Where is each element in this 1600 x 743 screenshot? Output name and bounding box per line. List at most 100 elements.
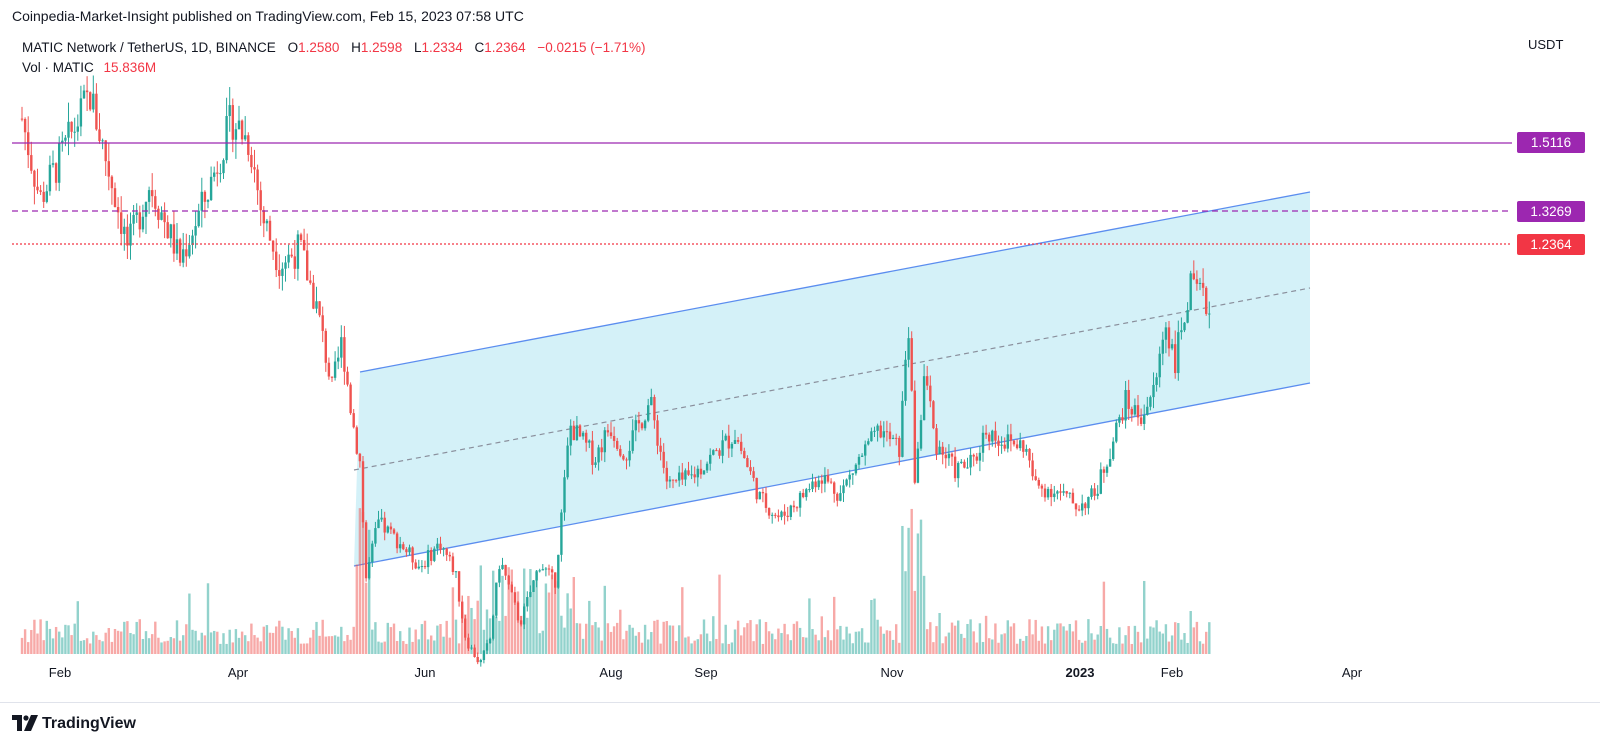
- volume-bar: [578, 623, 582, 654]
- candle-body: [913, 390, 916, 483]
- volume-bar: [944, 636, 947, 654]
- volume-bar: [544, 583, 548, 654]
- candle-body: [225, 116, 228, 161]
- candle-body: [85, 90, 89, 93]
- candle-body: [616, 440, 619, 449]
- candle-body: [352, 413, 355, 428]
- channel-upper-line: [359, 191, 1311, 373]
- candle-body: [922, 376, 926, 421]
- candle-body: [488, 638, 492, 644]
- candle-body: [978, 452, 982, 461]
- candle-body: [281, 268, 284, 276]
- volume-bar: [1012, 623, 1016, 654]
- time-tick-label: Apr: [228, 665, 249, 680]
- volume-bar: [529, 569, 532, 654]
- candle-body: [361, 461, 365, 523]
- volume-bar: [953, 625, 957, 654]
- candle-body: [687, 470, 690, 475]
- volume-bar: [101, 641, 104, 654]
- volume-bar: [352, 626, 355, 654]
- candle-body: [262, 210, 265, 224]
- candle-body: [560, 512, 563, 555]
- candle-body: [603, 430, 606, 453]
- candle-body: [175, 239, 179, 254]
- candle-body: [442, 548, 445, 550]
- volume-bar: [113, 628, 117, 654]
- volume-bar: [467, 595, 470, 654]
- candle-body: [591, 440, 594, 465]
- volume-bar: [306, 643, 309, 654]
- volume-bar: [197, 640, 200, 654]
- volume-bar: [473, 619, 476, 654]
- volume-bar: [54, 626, 58, 654]
- volume-bar: [609, 631, 613, 654]
- volume-bar: [702, 619, 706, 654]
- volume-bar: [795, 621, 799, 654]
- candle-body: [938, 446, 941, 455]
- volume-bar: [864, 642, 867, 654]
- candle-body: [157, 208, 160, 220]
- volume-bar: [355, 564, 358, 654]
- candle-body: [1040, 485, 1044, 489]
- candle-body: [1025, 448, 1028, 452]
- volume-bar: [560, 615, 563, 654]
- volume-bar: [1136, 631, 1140, 654]
- volume-bar: [619, 609, 622, 654]
- volume-bar: [135, 621, 138, 654]
- volume-bar: [969, 619, 972, 654]
- candle-body: [250, 154, 253, 168]
- volume-bar: [240, 631, 244, 654]
- volume-bar: [535, 570, 538, 654]
- volume-bar: [107, 628, 110, 654]
- candle-body: [997, 440, 1000, 446]
- tradingview-brand[interactable]: TradingView: [42, 715, 136, 732]
- volume-bar: [346, 634, 349, 654]
- volume-bar: [1019, 638, 1022, 654]
- candle-body: [355, 427, 358, 454]
- candle-body: [588, 440, 591, 443]
- volume-bar: [647, 639, 650, 654]
- candle-body: [20, 118, 24, 120]
- candle-body: [885, 431, 889, 433]
- candlesticks: [20, 75, 1211, 667]
- candle-body: [411, 547, 414, 563]
- volume-bar: [411, 641, 414, 654]
- channel-midline: [353, 287, 1311, 471]
- candle-body: [870, 431, 873, 442]
- candle-body: [907, 338, 910, 360]
- volume-bar: [1034, 619, 1037, 654]
- candle-body: [681, 472, 684, 480]
- volume-bar: [581, 638, 585, 654]
- candle-body: [1108, 459, 1112, 467]
- candle-body: [1099, 469, 1102, 494]
- volume-bar: [994, 623, 997, 654]
- volume-bar: [417, 639, 420, 654]
- candle-body: [206, 200, 210, 202]
- price-chart[interactable]: 1.70001.60001.50001.40001.30001.20001.10…: [12, 32, 1512, 702]
- volume-bar: [622, 639, 625, 654]
- volume-bar: [839, 625, 842, 654]
- candle-body: [563, 477, 566, 513]
- volume-bar: [848, 633, 851, 654]
- candle-body: [200, 191, 203, 211]
- volume-bar: [591, 625, 594, 654]
- volume-bar: [82, 640, 86, 654]
- candle-body: [606, 430, 610, 433]
- volume-bar: [30, 629, 33, 654]
- candle-body: [926, 376, 929, 386]
- volume-bar: [188, 593, 191, 654]
- candle-body: [1031, 460, 1034, 477]
- volume-label: Vol · MATIC: [22, 60, 94, 75]
- volume-bar: [1031, 634, 1034, 654]
- chart-area[interactable]: 1.70001.60001.50001.40001.30001.20001.10…: [12, 32, 1512, 702]
- volume-bar: [461, 611, 464, 654]
- volume-bar: [383, 641, 386, 654]
- candle-body: [702, 470, 706, 475]
- candle-body: [194, 226, 197, 236]
- tradingview-logo-icon[interactable]: [12, 715, 38, 731]
- volume-bar: [1130, 643, 1133, 654]
- volume-bar: [361, 512, 365, 654]
- resistance-dashed-price-tag: 1.3269: [1517, 201, 1585, 222]
- volume-bar: [526, 617, 529, 654]
- candle-body: [1046, 488, 1050, 498]
